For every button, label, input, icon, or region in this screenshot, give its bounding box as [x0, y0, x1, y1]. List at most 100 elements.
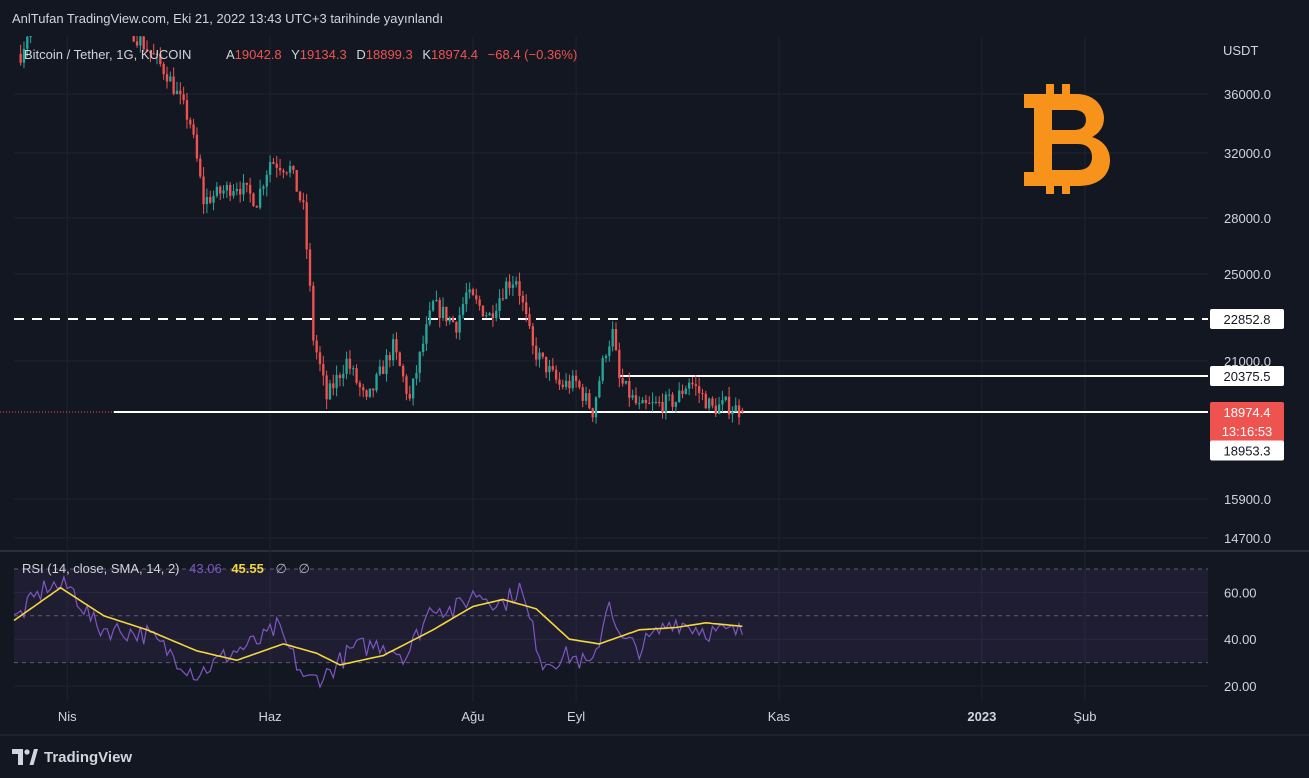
candle — [362, 387, 365, 391]
candle — [664, 394, 668, 413]
candle — [219, 186, 222, 194]
candle — [648, 403, 651, 405]
candle — [717, 404, 721, 415]
x-tick-label: Eyl — [567, 709, 585, 724]
legend-o-label: A — [226, 47, 235, 62]
candle — [628, 380, 631, 398]
candle — [588, 393, 591, 409]
rsi-legend: RSI (14, close, SMA, 14, 2) 43.06 45.55 … — [22, 561, 310, 576]
candle — [631, 395, 634, 398]
candle — [179, 90, 182, 95]
candle — [468, 289, 471, 293]
candle — [528, 314, 531, 327]
candle — [172, 76, 175, 94]
tradingview-brand: TradingView — [44, 748, 133, 766]
x-tick-label: Kas — [768, 709, 791, 724]
candle — [425, 324, 428, 344]
candle — [558, 379, 561, 385]
candle — [282, 170, 285, 173]
candle — [232, 191, 235, 196]
legend-change: −68.4 (−0.36%) — [488, 47, 578, 62]
rsi-legend-value: 43.06 — [189, 561, 222, 576]
candle — [288, 165, 292, 173]
candle — [235, 188, 238, 192]
price-label-box — [1210, 309, 1284, 329]
price-label: 18953.3 — [1224, 444, 1271, 459]
candle — [611, 329, 614, 347]
x-tick-label: Haz — [259, 709, 282, 724]
candle — [298, 191, 302, 201]
candle — [428, 310, 431, 325]
candle — [295, 170, 298, 192]
candle — [674, 401, 678, 407]
candle — [721, 399, 724, 405]
candle — [601, 358, 604, 381]
published-caption: AnlTufan TradingView.com, Eki 21, 2022 1… — [12, 11, 444, 26]
candle — [238, 188, 242, 195]
candle — [418, 352, 421, 373]
y-tick-label: 14700.0 — [1224, 531, 1271, 546]
candle — [654, 401, 658, 403]
rsi-legend-extra-1: ∅ — [275, 561, 286, 576]
candle — [332, 383, 335, 389]
candle — [182, 94, 185, 101]
bitcoin-logo-icon — [1024, 84, 1110, 194]
x-tick-label: 2023 — [967, 709, 996, 724]
candle — [22, 48, 26, 63]
price-label: 18974.4 — [1224, 405, 1271, 420]
candle — [345, 358, 348, 374]
candle — [521, 295, 525, 303]
candle — [678, 390, 681, 402]
candle — [551, 366, 554, 370]
rsi-legend-extra-2: ∅ — [298, 561, 309, 576]
candle — [335, 374, 338, 389]
candle — [518, 281, 521, 296]
candle — [731, 411, 734, 415]
candle — [435, 299, 438, 302]
candles — [19, 36, 744, 425]
axes: Nis Haz Ağu Eyl Kas 2023 Şub USDT 14700.0 15900.0… — [58, 43, 1284, 724]
candle — [19, 53, 22, 63]
candle — [215, 186, 219, 196]
rsi-y-tick-label: 40.00 — [1224, 632, 1257, 647]
candle — [242, 182, 245, 195]
candle — [644, 400, 648, 404]
candle — [697, 386, 701, 393]
candle — [461, 304, 465, 315]
candle — [741, 410, 744, 412]
price-label: 20375.5 — [1224, 369, 1271, 384]
candle — [488, 313, 491, 316]
legend-high: 19134.3 — [300, 47, 347, 62]
candle — [491, 313, 495, 319]
tradingview-logo[interactable]: TradingView — [12, 746, 132, 768]
candle — [445, 306, 448, 322]
rsi-pane — [13, 568, 1208, 689]
candle — [145, 49, 149, 51]
candle — [591, 408, 594, 418]
candle — [315, 340, 318, 353]
candle — [352, 368, 355, 370]
candle — [258, 188, 262, 208]
candle — [531, 326, 535, 346]
candle — [701, 392, 704, 394]
candle — [548, 366, 551, 373]
candle — [684, 388, 687, 394]
candle — [29, 36, 32, 37]
candle — [681, 390, 684, 394]
candle — [581, 387, 584, 401]
x-tick-label: Ağu — [461, 709, 484, 724]
grid — [0, 36, 1309, 736]
candle — [169, 76, 172, 82]
candle — [618, 349, 621, 379]
candle — [711, 398, 714, 406]
candle — [448, 317, 451, 322]
candle — [458, 314, 461, 333]
candle — [704, 393, 707, 409]
candle — [189, 119, 192, 125]
candle — [159, 53, 162, 64]
candle — [714, 405, 717, 415]
candle — [308, 249, 312, 286]
candle — [255, 206, 258, 208]
candle — [192, 124, 195, 135]
